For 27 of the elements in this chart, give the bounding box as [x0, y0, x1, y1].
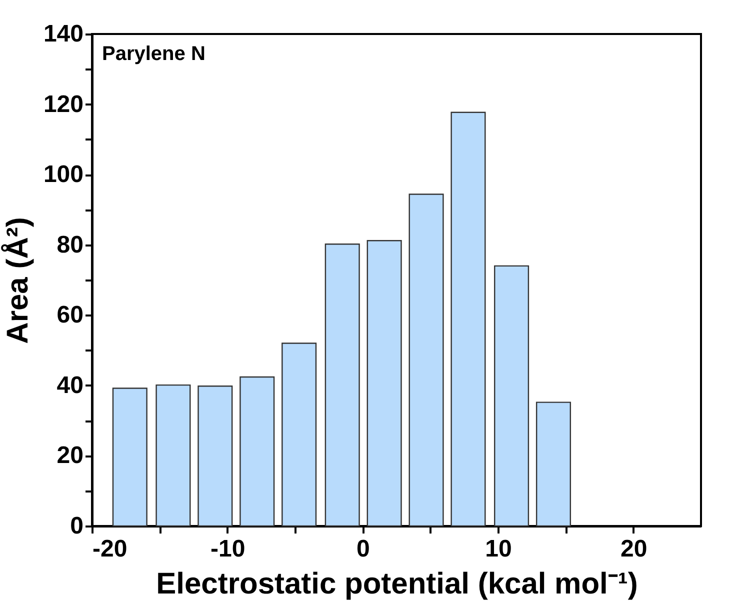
bar — [198, 386, 233, 527]
y-tick-label: 80 — [56, 231, 84, 258]
bar — [282, 342, 317, 527]
x-tick-label: 10 — [485, 536, 512, 562]
bar — [494, 265, 530, 527]
x-tick-label: -20 — [92, 536, 128, 562]
bar — [536, 402, 572, 527]
bar — [240, 376, 275, 527]
bar — [112, 388, 148, 527]
x-tick-label: 20 — [620, 536, 648, 562]
y-axis-title: Area (Å²) — [0, 217, 34, 344]
y-tick-label: 0 — [70, 512, 84, 540]
x-axis-title: Electrostatic potential (kcal mol⁻¹) — [156, 568, 638, 600]
bar — [156, 384, 191, 527]
y-tick-label: 120 — [43, 90, 84, 118]
annotation: Parylene N — [102, 43, 206, 65]
bar — [366, 240, 402, 527]
bar — [324, 244, 360, 527]
x-tick-label: -10 — [210, 536, 246, 562]
y-tick-label: 100 — [43, 161, 84, 188]
y-tick-label: 60 — [56, 302, 84, 329]
bar — [450, 112, 486, 527]
bar — [408, 194, 444, 527]
y-tick-label: 40 — [56, 372, 84, 399]
y-tick-label: 140 — [43, 20, 84, 48]
y-tick-label: 20 — [56, 442, 84, 470]
x-tick-label: 0 — [356, 536, 370, 562]
